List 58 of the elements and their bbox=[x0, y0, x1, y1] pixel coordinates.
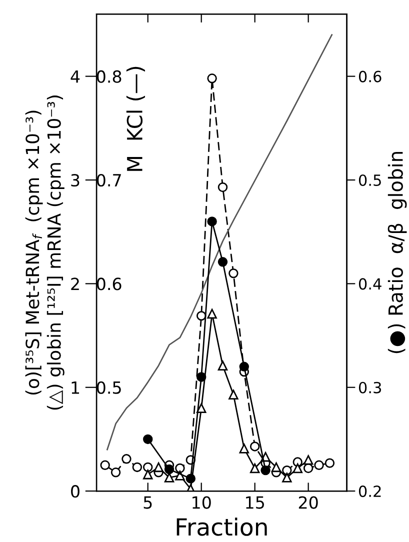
point bbox=[207, 308, 217, 319]
point bbox=[250, 463, 260, 474]
y2-tick-label: 0.5 bbox=[96, 381, 121, 394]
point bbox=[218, 182, 228, 192]
y-tick-label: 4 bbox=[70, 70, 80, 83]
point bbox=[218, 257, 228, 267]
point bbox=[196, 372, 206, 382]
point bbox=[164, 472, 174, 482]
y-tick-label: 2 bbox=[71, 278, 79, 290]
point bbox=[143, 434, 153, 444]
point bbox=[207, 74, 217, 84]
y2-axis-title: M KCl (—) bbox=[126, 66, 145, 171]
point bbox=[303, 455, 314, 465]
point bbox=[282, 472, 292, 482]
y-tick-label: 3 bbox=[71, 174, 80, 187]
point bbox=[100, 460, 110, 470]
point bbox=[175, 463, 185, 474]
point bbox=[218, 360, 228, 370]
point bbox=[303, 463, 314, 474]
point bbox=[110, 468, 121, 478]
point bbox=[196, 403, 206, 413]
point bbox=[186, 474, 196, 484]
x-tick-label: 15 bbox=[246, 496, 264, 509]
y-axis-title: (o)[³⁵S] Met-tRNA$_{f}$ (cpm ×10⁻³) (△) globin [¹²⁵I] mRNA (cpm ×10⁻³) bbox=[25, 96, 64, 410]
point bbox=[282, 465, 292, 476]
point bbox=[228, 268, 238, 278]
point bbox=[314, 460, 324, 470]
point bbox=[164, 464, 174, 474]
y3-tick-label: 0.5 bbox=[358, 174, 381, 186]
x-tick-label: 5 bbox=[144, 496, 152, 509]
point bbox=[196, 310, 206, 321]
point bbox=[292, 463, 302, 474]
point bbox=[143, 470, 153, 480]
point bbox=[324, 458, 335, 468]
y3-tick-label: 0.4 bbox=[358, 278, 382, 290]
y2-tick-label: 0.6 bbox=[96, 278, 122, 290]
point bbox=[132, 462, 142, 472]
point bbox=[271, 462, 282, 472]
x-tick-label: 20 bbox=[298, 496, 318, 509]
point bbox=[228, 390, 238, 400]
x-axis-title: Fraction bbox=[176, 518, 267, 536]
x-tick-label: 10 bbox=[192, 496, 211, 509]
y3-tick-label: 0.6 bbox=[358, 70, 382, 82]
y2-tick-label: 0.8 bbox=[96, 70, 122, 83]
point bbox=[122, 454, 132, 464]
y3-tick-label: 0.3 bbox=[358, 382, 382, 394]
y-tick-label: 0 bbox=[71, 485, 80, 498]
point bbox=[143, 462, 153, 472]
point bbox=[250, 442, 260, 452]
y3-axis-title: (●) Ratio α/β globin bbox=[388, 152, 407, 354]
y-tick-label: 1 bbox=[72, 382, 80, 394]
point bbox=[239, 362, 250, 372]
point bbox=[154, 462, 164, 472]
point bbox=[260, 465, 270, 476]
y2-tick-label: 0.7 bbox=[96, 174, 121, 187]
y3-tick-label: 0.2 bbox=[358, 486, 381, 498]
point bbox=[207, 216, 217, 226]
point bbox=[239, 444, 250, 454]
